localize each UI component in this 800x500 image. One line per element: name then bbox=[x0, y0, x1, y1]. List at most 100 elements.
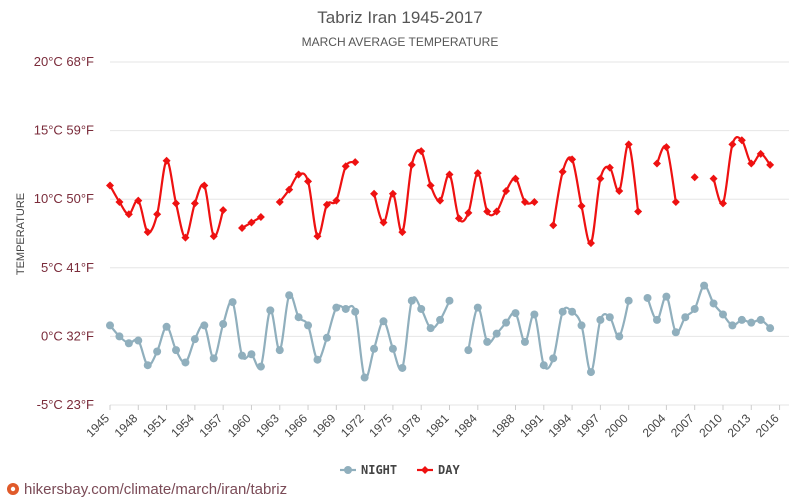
data-point-day[interactable] bbox=[596, 174, 605, 183]
data-point-night[interactable] bbox=[266, 306, 275, 315]
data-point-day[interactable] bbox=[124, 210, 133, 219]
data-point-night[interactable] bbox=[747, 318, 756, 327]
data-point-night[interactable] bbox=[492, 329, 501, 338]
data-point-day[interactable] bbox=[398, 228, 407, 237]
data-point-day[interactable] bbox=[690, 173, 699, 182]
data-point-night[interactable] bbox=[322, 333, 331, 342]
data-point-day[interactable] bbox=[370, 189, 379, 198]
data-point-night[interactable] bbox=[615, 332, 624, 341]
data-point-day[interactable] bbox=[143, 228, 152, 237]
data-point-night[interactable] bbox=[181, 358, 190, 367]
data-point-night[interactable] bbox=[700, 281, 709, 290]
data-point-night[interactable] bbox=[643, 293, 652, 302]
data-point-day[interactable] bbox=[219, 206, 228, 215]
data-point-day[interactable] bbox=[153, 210, 162, 219]
data-point-night[interactable] bbox=[228, 298, 237, 307]
data-point-night[interactable] bbox=[671, 328, 680, 337]
data-point-night[interactable] bbox=[190, 335, 199, 344]
data-point-night[interactable] bbox=[360, 373, 369, 382]
data-point-night[interactable] bbox=[275, 346, 284, 355]
legend-item-night[interactable]: NIGHT bbox=[340, 463, 397, 477]
data-point-night[interactable] bbox=[124, 339, 133, 348]
data-point-day[interactable] bbox=[294, 170, 303, 179]
data-point-night[interactable] bbox=[407, 296, 416, 305]
data-point-night[interactable] bbox=[520, 337, 529, 346]
data-point-night[interactable] bbox=[568, 307, 577, 316]
watermark[interactable]: hikersbay.com/climate/march/iran/tabriz bbox=[7, 481, 287, 498]
data-point-night[interactable] bbox=[398, 363, 407, 372]
data-point-night[interactable] bbox=[756, 315, 765, 324]
data-point-day[interactable] bbox=[200, 181, 209, 190]
data-point-night[interactable] bbox=[294, 313, 303, 322]
data-point-day[interactable] bbox=[624, 140, 633, 149]
data-point-night[interactable] bbox=[652, 315, 661, 324]
data-point-night[interactable] bbox=[728, 321, 737, 330]
data-point-night[interactable] bbox=[238, 351, 247, 360]
data-point-night[interactable] bbox=[162, 322, 171, 331]
data-point-day[interactable] bbox=[454, 214, 463, 223]
data-point-night[interactable] bbox=[219, 320, 228, 329]
data-point-night[interactable] bbox=[502, 318, 511, 327]
data-point-night[interactable] bbox=[737, 315, 746, 324]
data-point-day[interactable] bbox=[379, 218, 388, 227]
data-point-night[interactable] bbox=[766, 324, 775, 333]
data-point-day[interactable] bbox=[238, 224, 247, 233]
data-point-day[interactable] bbox=[483, 207, 492, 216]
data-point-day[interactable] bbox=[502, 186, 511, 195]
data-point-night[interactable] bbox=[106, 321, 114, 330]
data-point-night[interactable] bbox=[558, 307, 567, 316]
data-point-night[interactable] bbox=[473, 303, 482, 312]
data-point-night[interactable] bbox=[681, 313, 690, 322]
data-point-day[interactable] bbox=[256, 213, 265, 222]
data-point-night[interactable] bbox=[709, 299, 718, 308]
data-point-day[interactable] bbox=[737, 136, 746, 145]
data-point-day[interactable] bbox=[134, 196, 143, 205]
data-point-day[interactable] bbox=[747, 159, 756, 168]
data-point-day[interactable] bbox=[247, 218, 256, 227]
data-point-day[interactable] bbox=[577, 202, 586, 211]
data-point-day[interactable] bbox=[709, 174, 718, 183]
data-point-day[interactable] bbox=[634, 207, 643, 216]
data-point-day[interactable] bbox=[445, 170, 454, 179]
data-point-day[interactable] bbox=[322, 200, 331, 209]
data-point-night[interactable] bbox=[483, 337, 492, 346]
data-point-day[interactable] bbox=[558, 167, 567, 176]
data-point-day[interactable] bbox=[332, 196, 341, 205]
data-point-night[interactable] bbox=[256, 362, 265, 371]
data-point-night[interactable] bbox=[511, 309, 520, 318]
data-point-day[interactable] bbox=[172, 199, 181, 208]
data-point-day[interactable] bbox=[511, 174, 520, 183]
data-point-day[interactable] bbox=[530, 197, 539, 206]
data-point-day[interactable] bbox=[756, 149, 765, 158]
data-point-day[interactable] bbox=[407, 160, 416, 169]
data-point-night[interactable] bbox=[115, 332, 124, 341]
data-point-day[interactable] bbox=[586, 239, 595, 248]
data-point-night[interactable] bbox=[143, 361, 152, 370]
data-point-day[interactable] bbox=[436, 196, 445, 205]
data-point-day[interactable] bbox=[615, 186, 624, 195]
data-point-night[interactable] bbox=[209, 354, 218, 363]
data-point-day[interactable] bbox=[388, 189, 397, 198]
data-point-day[interactable] bbox=[181, 233, 190, 242]
data-point-day[interactable] bbox=[464, 208, 473, 217]
data-point-day[interactable] bbox=[313, 232, 322, 241]
data-point-night[interactable] bbox=[285, 291, 294, 300]
data-point-day[interactable] bbox=[671, 197, 680, 206]
data-point-day[interactable] bbox=[718, 199, 727, 208]
data-point-night[interactable] bbox=[370, 344, 379, 353]
data-point-night[interactable] bbox=[172, 346, 181, 355]
data-point-day[interactable] bbox=[728, 140, 737, 149]
data-point-day[interactable] bbox=[115, 197, 124, 206]
data-point-night[interactable] bbox=[530, 310, 539, 319]
data-point-night[interactable] bbox=[153, 347, 162, 356]
data-point-night[interactable] bbox=[351, 307, 360, 316]
data-point-day[interactable] bbox=[520, 197, 529, 206]
data-point-day[interactable] bbox=[275, 197, 284, 206]
data-point-night[interactable] bbox=[690, 304, 699, 313]
data-point-night[interactable] bbox=[388, 344, 397, 353]
data-point-day[interactable] bbox=[162, 156, 171, 165]
data-point-day[interactable] bbox=[351, 158, 360, 167]
data-point-night[interactable] bbox=[549, 354, 558, 363]
data-point-night[interactable] bbox=[436, 315, 445, 324]
data-point-night[interactable] bbox=[596, 315, 605, 324]
